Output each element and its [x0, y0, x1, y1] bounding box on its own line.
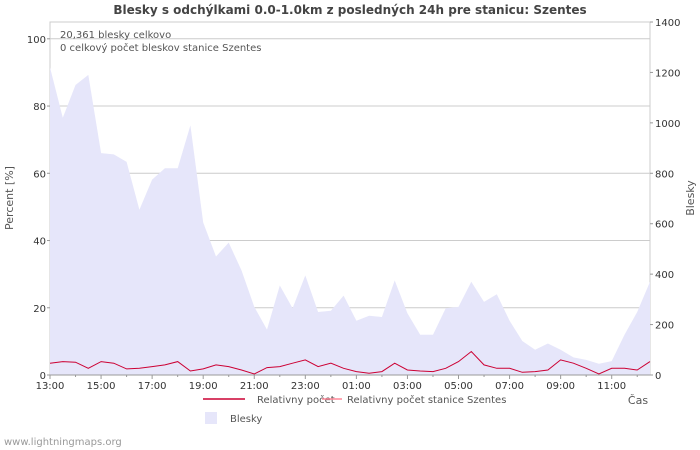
y-right-tick-label-800: 800: [655, 169, 674, 180]
legend-label-blesky: Blesky: [230, 414, 262, 425]
y-left-tick-label-0: 0: [40, 371, 46, 382]
y-right-tick-label-0: 0: [655, 371, 661, 382]
y-left-tick-label-100: 100: [27, 35, 46, 46]
y-left-tick-label-40: 40: [33, 237, 46, 248]
y-right-tick-label-1000: 1000: [655, 119, 680, 130]
x-tick-label-1: 15:00: [87, 381, 116, 392]
x-tick-label-0: 13:00: [36, 381, 65, 392]
y-axis-right-label: Blesky: [684, 180, 697, 216]
x-tick-label-5: 23:00: [291, 381, 320, 392]
y-right-tick-label-1400: 1400: [655, 18, 680, 29]
x-tick-label-7: 03:00: [393, 381, 422, 392]
axes: 020406080100020040060080010001200140013:…: [27, 18, 681, 392]
blesky-area: [50, 67, 650, 376]
x-tick-label-9: 07:00: [495, 381, 524, 392]
legend-label-relative-count: Relativny počet: [257, 394, 335, 406]
x-tick-label-10: 09:00: [546, 381, 575, 392]
y-right-tick-label-600: 600: [655, 220, 674, 231]
x-tick-label-11: 11:00: [597, 381, 626, 392]
legend-label-station-relative-count: Relativny počet stanice Szentes: [347, 394, 506, 406]
chart-title: Blesky s odchýlkami 0.0-1.0km z posledný…: [113, 3, 586, 17]
y-right-tick-label-1200: 1200: [655, 68, 680, 79]
y-axis-left-label: Percent [%]: [3, 166, 16, 230]
y-left-tick-label-80: 80: [33, 102, 46, 113]
x-axis-label: Čas: [628, 394, 648, 407]
legend: Relativny počet Relativny počet stanice …: [203, 394, 506, 425]
y-left-tick-label-60: 60: [33, 169, 46, 180]
y-right-tick-label-400: 400: [655, 270, 674, 281]
annotation-total-strikes: 20,361 blesky celkovo: [60, 30, 171, 41]
legend-swatch-blesky: [205, 412, 217, 424]
x-tick-label-6: 01:00: [342, 381, 371, 392]
relative-count-line-layer: [49, 350, 651, 375]
blesky-area-layer: [50, 67, 650, 376]
annotation-station-total: 0 celkový počet bleskov stanice Szentes: [60, 42, 261, 54]
y-right-tick-label-200: 200: [655, 321, 674, 332]
x-tick-label-2: 17:00: [138, 381, 167, 392]
y-left-tick-label-20: 20: [33, 304, 46, 315]
x-tick-label-4: 21:00: [240, 381, 269, 392]
watermark: www.lightningmaps.org: [4, 437, 122, 448]
x-tick-label-8: 05:00: [444, 381, 473, 392]
relative-count-line: [49, 350, 651, 375]
x-tick-label-3: 19:00: [189, 381, 218, 392]
